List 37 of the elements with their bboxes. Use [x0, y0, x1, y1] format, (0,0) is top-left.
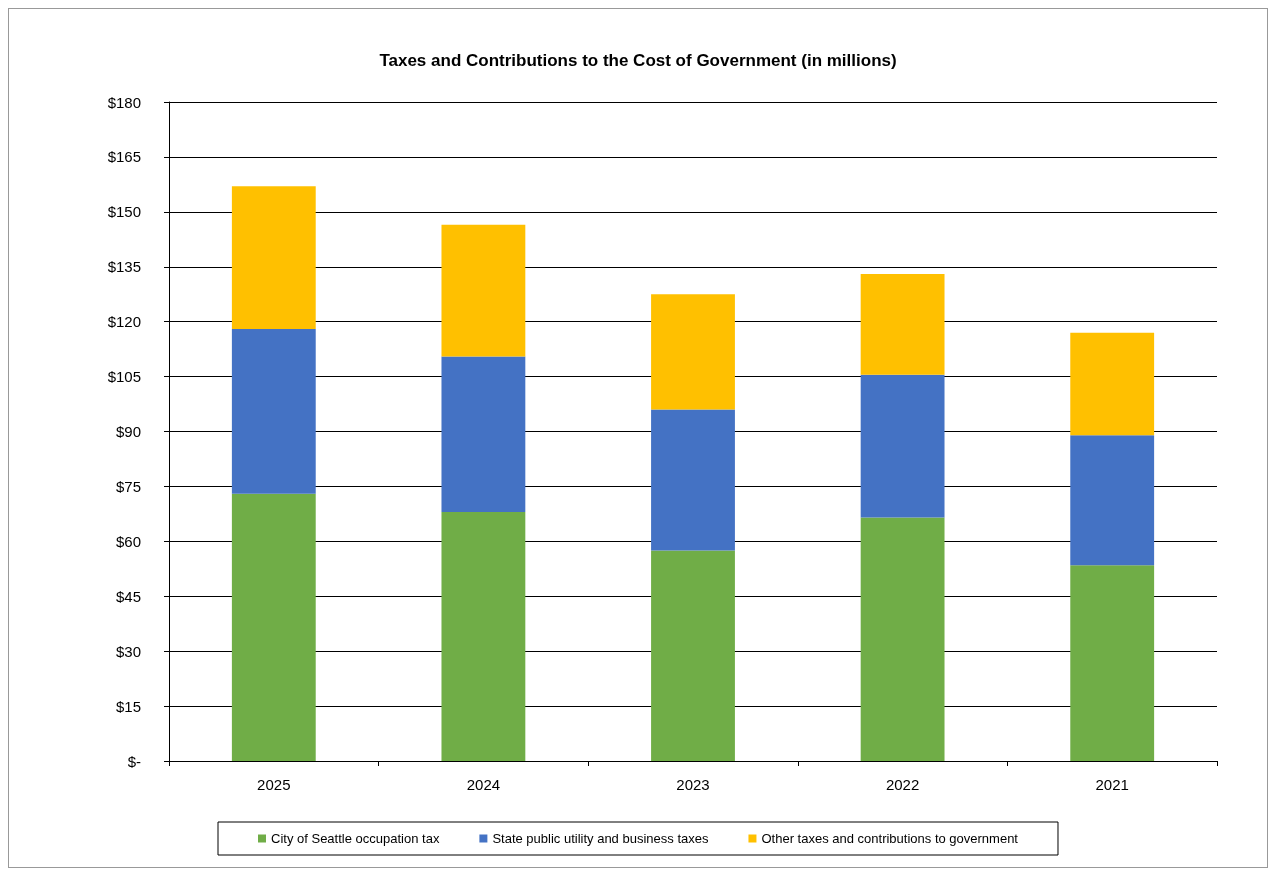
bar [860, 274, 945, 375]
x-tick-label: 2024 [466, 776, 501, 793]
x-tick-label: 2023 [676, 776, 710, 793]
y-tick-label: $30 [115, 642, 141, 660]
bar [651, 550, 735, 761]
y-tick-label: $165 [107, 148, 141, 166]
legend-label: State public utility and business taxes [492, 831, 709, 846]
y-tick-label: $105 [107, 368, 141, 386]
y-tick-label: $45 [115, 587, 141, 605]
chart-title: Taxes and Contributions to the Cost of Government (in millions) [379, 51, 897, 70]
y-tick-label: $- [127, 752, 141, 770]
legend-label: City of Seattle occupation tax [271, 831, 440, 846]
y-tick-label: $15 [115, 697, 141, 715]
bar [860, 517, 945, 761]
y-tick-label: $60 [115, 532, 141, 550]
bar [651, 409, 735, 551]
y-tick-label: $180 [107, 93, 141, 111]
bar [441, 512, 526, 761]
bar [231, 328, 316, 494]
bar [860, 374, 945, 518]
x-tick-label: 2022 [885, 776, 920, 793]
y-tick-label: $150 [107, 203, 141, 221]
y-tick-label: $90 [115, 423, 141, 440]
y-tick-label: $135 [107, 258, 141, 276]
y-tick-label: $120 [107, 313, 141, 331]
bar [651, 294, 735, 410]
bar [1070, 332, 1155, 436]
bar [441, 224, 526, 357]
x-tick-label: 2021 [1095, 776, 1129, 793]
x-tick-label: 2025 [257, 776, 291, 793]
legend-label: Other taxes and contributions to government [761, 831, 1019, 846]
bar [1070, 435, 1155, 566]
bar [1070, 565, 1155, 761]
y-tick-label: $75 [115, 477, 141, 495]
bar [231, 186, 316, 329]
bar [231, 493, 316, 761]
bar [441, 356, 526, 513]
